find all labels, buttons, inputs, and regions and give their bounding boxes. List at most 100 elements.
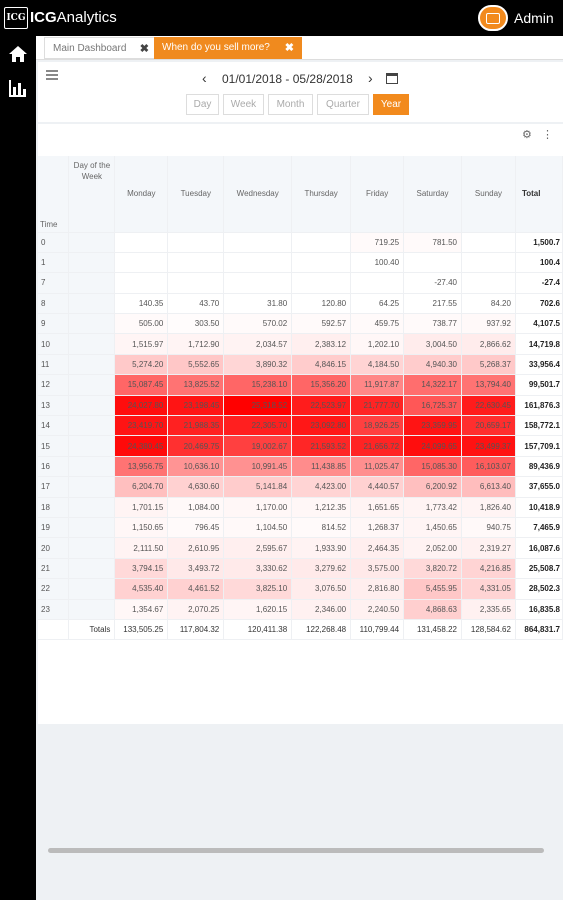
table-cell: 4,535.40: [114, 578, 169, 600]
row-label-time: 18: [38, 497, 70, 518]
column-header: Monday: [114, 156, 169, 233]
row-label-time: 19: [38, 517, 70, 539]
row-label-time: 22: [38, 578, 70, 600]
table-cell: 1,104.50: [223, 517, 293, 539]
table-cell: 2,052.00: [403, 537, 462, 559]
tab-bar: Main Dashboard ✖ When do you sell more? ✖: [36, 36, 563, 60]
table-cell: 20,659.17: [461, 415, 516, 437]
period-day-button[interactable]: Day: [186, 94, 219, 115]
chevron-left-icon[interactable]: ‹: [202, 70, 207, 86]
row-total: 14,719.8: [515, 333, 563, 355]
table-cell: 781.50: [403, 232, 462, 253]
avatar[interactable]: [478, 5, 508, 31]
table-cell: 3,004.50: [403, 333, 462, 355]
calendar-icon[interactable]: [386, 73, 398, 84]
column-total: 131,458.22: [403, 619, 462, 640]
table-cell: [167, 252, 225, 274]
chevron-right-icon[interactable]: ›: [368, 70, 373, 86]
table-cell: 3,575.00: [350, 558, 405, 580]
period-month-button[interactable]: Month: [268, 94, 313, 115]
close-icon[interactable]: ✖: [284, 42, 294, 54]
table-cell: 23,198.45: [167, 395, 225, 417]
menu-icon[interactable]: [46, 70, 58, 80]
tab-when-do-you-sell-more[interactable]: When do you sell more? ✖: [154, 37, 302, 59]
table-cell: 1,701.15: [114, 497, 169, 518]
table-cell: 1,268.37: [350, 517, 405, 539]
table-cell: 3,493.72: [167, 558, 225, 580]
table-cell: 21,656.72: [350, 435, 405, 457]
row-label-spacer: [68, 232, 116, 253]
period-quarter-button[interactable]: Quarter: [317, 94, 369, 115]
table-cell: 6,200.92: [403, 476, 462, 498]
table-cell: 2,034.57: [223, 333, 293, 355]
row-label-spacer: [68, 456, 116, 478]
table-cell: 5,268.37: [461, 354, 516, 376]
row-label-time: 11: [38, 354, 70, 376]
table-cell: 16,725.37: [403, 395, 462, 417]
table-cell: 19,002.67: [223, 435, 293, 457]
table-row: 7 -27.40 -27.4: [38, 272, 563, 294]
table-cell: 2,816.80: [350, 578, 405, 600]
date-range[interactable]: 01/01/2018 - 05/28/2018: [222, 72, 353, 86]
table-cell: 2,610.95: [167, 537, 225, 559]
gear-icon[interactable]: ⚙: [522, 129, 532, 141]
row-label-time: 7: [38, 272, 70, 294]
pivot-body: 0 719.25 781.50 1,500.7 1 100.40 100.4 7 -27.40 -…: [38, 232, 563, 640]
column-header: Sunday: [461, 156, 516, 233]
row-label-time: 8: [38, 293, 70, 315]
table-row: 21 3,794.15 3,493.72 3,330.62 3,279.62 3,575.…: [38, 558, 563, 580]
table-cell: 1,170.00: [223, 497, 293, 518]
row-total: 28,502.3: [515, 578, 563, 600]
period-year-button[interactable]: Year: [373, 94, 409, 115]
row-label-time: 13: [38, 395, 70, 417]
table-cell: 64.25: [350, 293, 405, 315]
row-label-spacer: [68, 313, 116, 335]
table-cell: -27.40: [403, 272, 462, 294]
table-cell: 21,777.70: [350, 395, 405, 417]
table-cell: 592.57: [291, 313, 352, 335]
table-cell: [223, 232, 293, 253]
table-cell: [223, 272, 293, 294]
table-cell: 11,025.47: [350, 456, 405, 478]
table-cell: 22,630.45: [461, 395, 516, 417]
row-label-time: 12: [38, 374, 70, 396]
more-vertical-icon[interactable]: ⋮: [542, 129, 553, 141]
app-title-rest: Analytics: [56, 9, 117, 26]
tab-main-dashboard[interactable]: Main Dashboard ✖: [44, 37, 158, 59]
row-label-spacer: [68, 435, 116, 457]
table-cell: 2,595.67: [223, 537, 293, 559]
table-cell: 6,204.70: [114, 476, 169, 498]
table-cell: 3,890.32: [223, 354, 293, 376]
row-label-spacer: [68, 558, 116, 580]
close-icon[interactable]: ✖: [139, 43, 149, 55]
table-cell: 2,111.50: [114, 537, 169, 559]
date-filter-card: ‹ 01/01/2018 - 05/28/2018 › Day Week Mon…: [38, 62, 563, 122]
table-cell: 2,383.12: [291, 333, 352, 355]
table-cell: [114, 232, 169, 253]
table-cell: 31.80: [223, 293, 293, 315]
column-total: 117,804.32: [167, 619, 225, 640]
table-cell: 15,085.30: [403, 456, 462, 478]
table-cell: 4,630.60: [167, 476, 225, 498]
table-cell: 2,319.27: [461, 537, 516, 559]
table-row: 16 13,956.75 10,636.10 10,991.45 11,438.85 11…: [38, 456, 563, 478]
row-label-time: 17: [38, 476, 70, 498]
user-name[interactable]: Admin: [514, 10, 554, 26]
period-week-button[interactable]: Week: [223, 94, 264, 115]
table-cell: [114, 272, 169, 294]
row-total: 16,087.6: [515, 537, 563, 559]
row-label-time: 14: [38, 415, 70, 437]
sidebar: [0, 36, 36, 900]
table-cell: 2,346.00: [291, 599, 352, 620]
table-cell: 15,238.10: [223, 374, 293, 396]
table-cell: 23,499.37: [461, 435, 516, 457]
table-row: 23 1,354.67 2,070.25 1,620.15 2,346.00 2,240.…: [38, 599, 563, 620]
horizontal-scrollbar[interactable]: [48, 848, 544, 853]
table-cell: 4,331.05: [461, 578, 516, 600]
top-bar: ICG ICGAnalytics Admin: [0, 0, 563, 36]
table-row: 18 1,701.15 1,084.00 1,170.00 1,212.35 1,651.…: [38, 497, 563, 518]
row-label-time: 23: [38, 599, 70, 620]
table-cell: 140.35: [114, 293, 169, 315]
home-icon[interactable]: [8, 44, 28, 64]
bar-chart-icon[interactable]: [8, 78, 28, 98]
